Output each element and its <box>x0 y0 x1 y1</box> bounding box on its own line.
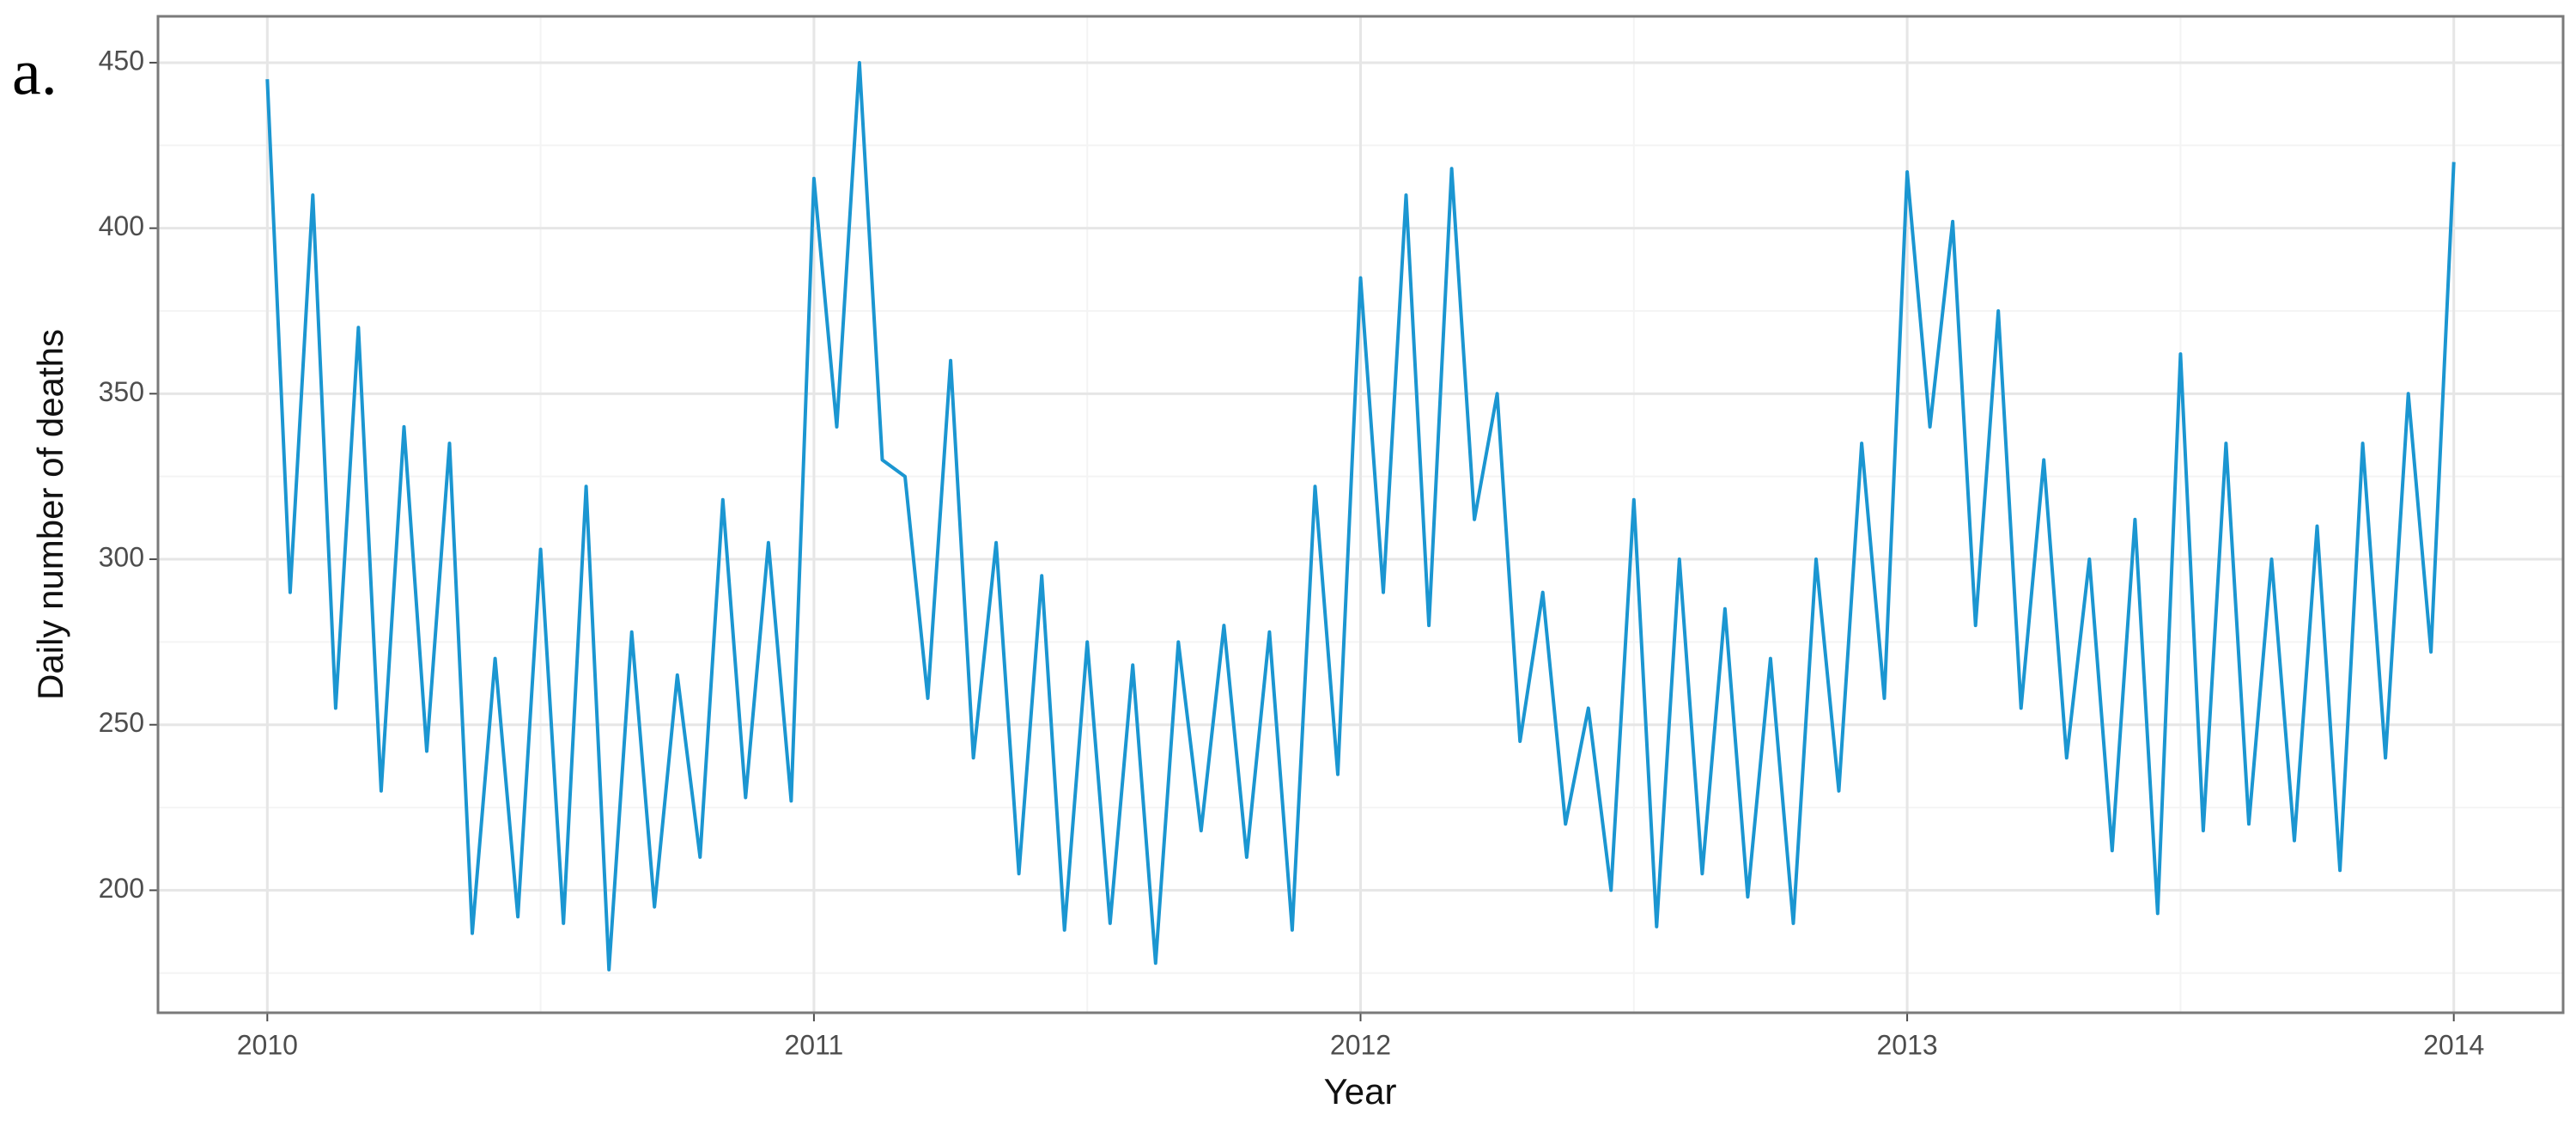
x-tick-label: 2010 <box>237 1029 298 1060</box>
y-axis-title: Daily number of deaths <box>30 329 70 700</box>
y-tick-label: 400 <box>99 210 144 241</box>
x-tick-label: 2014 <box>2423 1029 2484 1060</box>
y-tick-label: 200 <box>99 873 144 904</box>
x-tick-label: 2012 <box>1330 1029 1391 1060</box>
x-tick-label: 2011 <box>785 1029 844 1060</box>
y-tick-label: 450 <box>99 45 144 76</box>
x-tick-label: 2013 <box>1876 1029 1937 1060</box>
data-line <box>265 61 2456 972</box>
y-tick-label: 250 <box>99 707 144 738</box>
panel-label: a. <box>12 36 58 108</box>
y-tick-label: 350 <box>99 376 144 407</box>
y-tick-label: 300 <box>99 541 144 572</box>
x-axis-title: Year <box>1324 1071 1397 1112</box>
plot-border <box>156 15 2565 1014</box>
